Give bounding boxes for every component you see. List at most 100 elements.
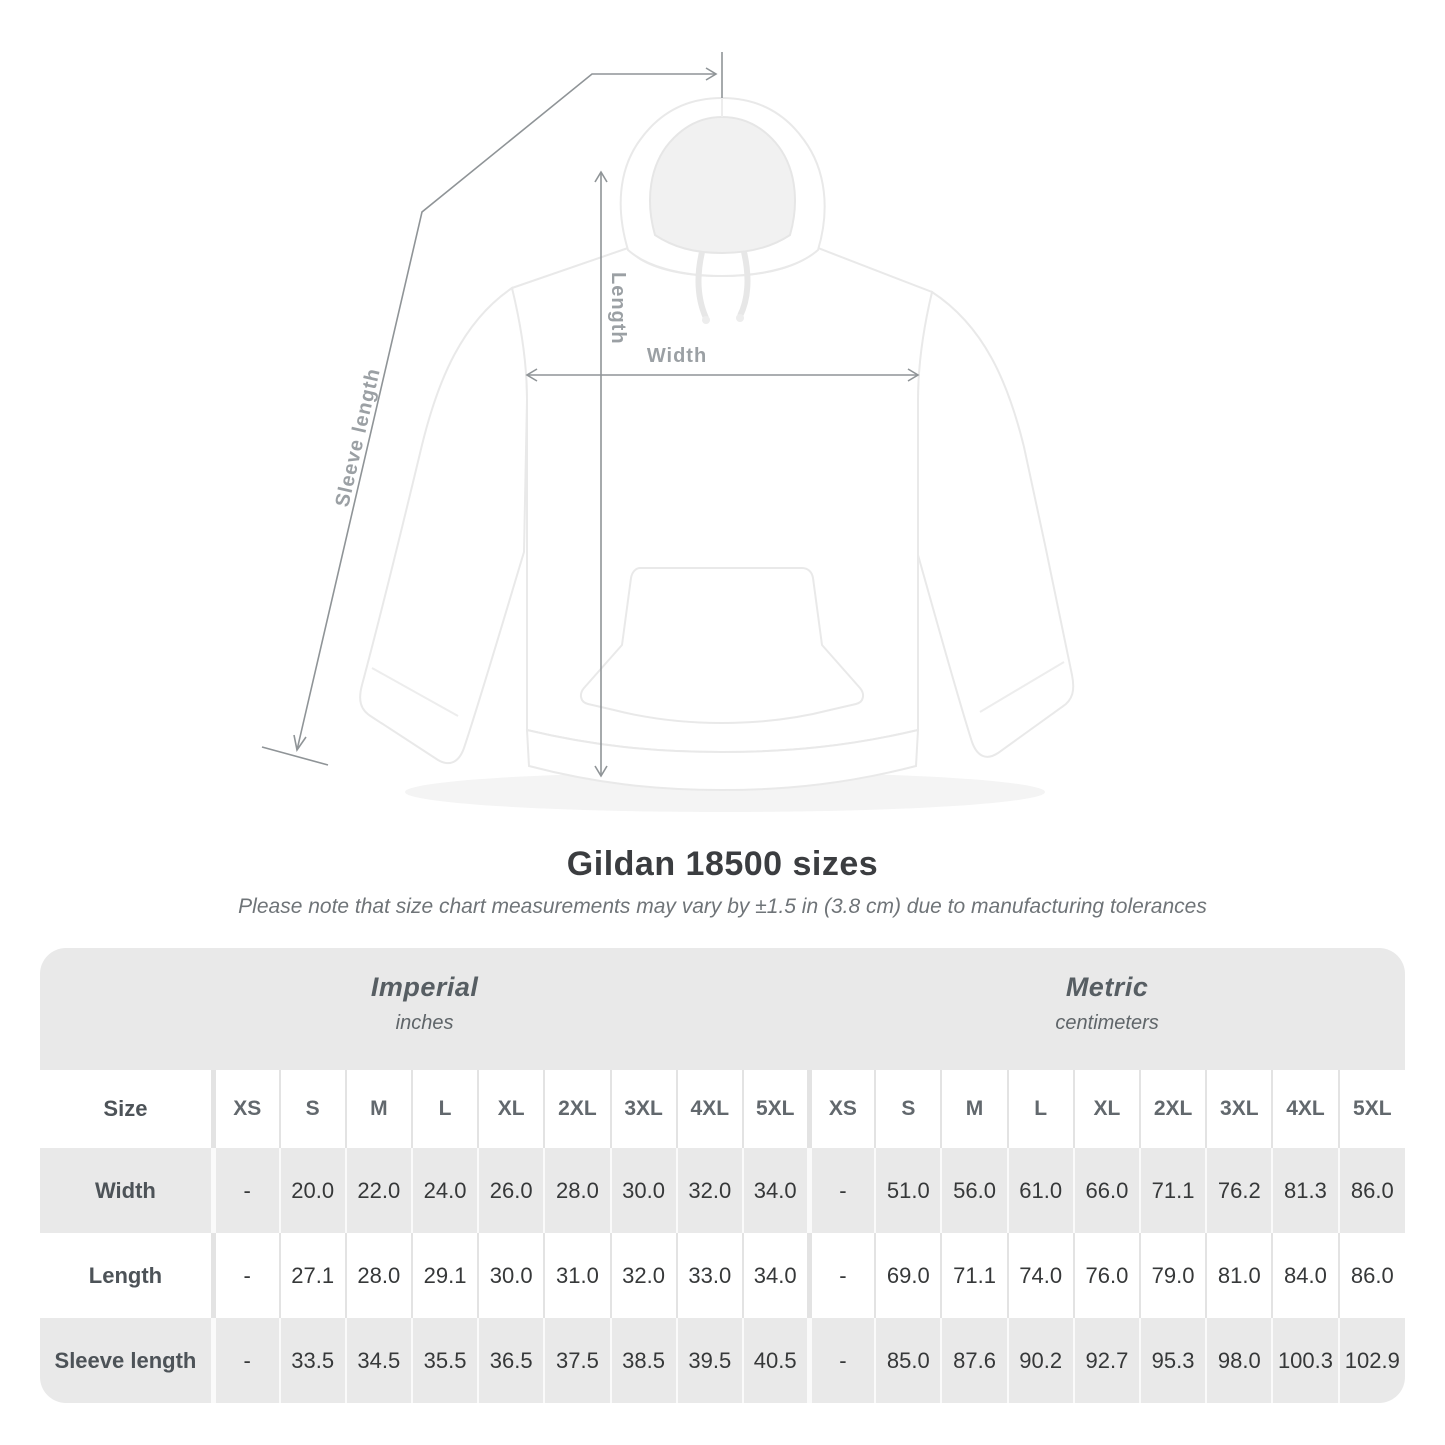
measurement-value-imperial: 32.0 — [609, 1233, 677, 1318]
measurement-value-metric: 84.0 — [1271, 1233, 1339, 1318]
measurement-value-imperial: 30.0 — [609, 1148, 677, 1233]
metric-header: Metric — [1065, 972, 1149, 1002]
size-header-metric-l: L — [1006, 1070, 1074, 1148]
page-title: Gildan 18500 sizes — [566, 845, 879, 883]
row-label: Sleeve length — [54, 1347, 197, 1373]
hoodie-illustration — [359, 96, 1075, 792]
measurement-value-metric: 87.6 — [940, 1318, 1008, 1403]
measurement-value-imperial: 20.0 — [278, 1148, 346, 1233]
measurement-value-metric: 86.0 — [1337, 1148, 1405, 1233]
imperial-header-cell: Imperial inches — [40, 948, 809, 1070]
measurement-value-metric: 71.1 — [940, 1233, 1008, 1318]
measurement-value-imperial: 33.5 — [278, 1318, 346, 1403]
measurement-value-imperial: 28.0 — [344, 1233, 412, 1318]
width-label: Width — [647, 345, 707, 367]
measurement-row-length: Length -27.1 28.0 29.1 30.0 31.0 32.0 33.0 34.0-… — [40, 1233, 1405, 1318]
measurement-value-metric: 85.0 — [874, 1318, 942, 1403]
measurement-value-imperial: 39.5 — [675, 1318, 743, 1403]
measurement-value-metric: 79.0 — [1138, 1233, 1207, 1318]
size-header-imperial-xs: XS — [210, 1070, 280, 1148]
measurement-value-imperial: 28.0 — [543, 1148, 611, 1233]
hoodie-drawstring-right — [737, 251, 751, 318]
measurement-value-imperial: 38.5 — [609, 1318, 677, 1403]
hoodie-drawstring-left — [695, 251, 709, 320]
hoodie-drawstring-aglet-left — [702, 316, 710, 324]
width-dimension: Width — [525, 345, 920, 382]
measurement-value-metric: 81.3 — [1271, 1148, 1339, 1233]
measurement-value-metric: 76.0 — [1072, 1233, 1140, 1318]
size-header-metric-2xl: 2XL — [1138, 1070, 1207, 1148]
measurement-value-imperial: 40.5 — [741, 1318, 810, 1403]
unit-header-band: Imperial inches Metric centimeters — [40, 948, 1405, 1070]
tolerance-note: Please note that size chart measurements… — [238, 895, 1207, 918]
size-header-imperial-xl: XL — [477, 1070, 545, 1148]
size-header-metric-s: S — [874, 1070, 942, 1148]
metric-header-cell: Metric centimeters — [809, 948, 1405, 1070]
measurement-value-metric: 92.7 — [1072, 1318, 1140, 1403]
measurement-row-sleeve-length: Sleeve length -33.5 34.5 35.5 36.5 37.5 38.5 39… — [40, 1318, 1405, 1403]
measurement-value-metric: 51.0 — [874, 1148, 942, 1233]
measurement-value-imperial: 31.0 — [543, 1233, 611, 1318]
measurement-value-imperial: 29.1 — [410, 1233, 479, 1318]
measurement-value-imperial: 36.5 — [477, 1318, 545, 1403]
measurement-value-imperial: 34.0 — [741, 1233, 810, 1318]
measurement-value-imperial: 27.1 — [278, 1233, 346, 1318]
size-header-imperial-4xl: 4XL — [675, 1070, 743, 1148]
hoodie-hood-opening — [649, 115, 796, 255]
hoodie-right-cuff-seam — [979, 661, 1065, 713]
measurement-value-metric: 56.0 — [940, 1148, 1008, 1233]
hoodie-left-cuff-seam — [371, 667, 459, 717]
size-header-metric-4xl: 4XL — [1271, 1070, 1339, 1148]
size-header-imperial-l: L — [410, 1070, 479, 1148]
hoodie-right-sleeve — [917, 290, 1075, 758]
measurement-value-metric: 100.3 — [1271, 1318, 1339, 1403]
size-header-imperial-m: M — [344, 1070, 412, 1148]
measurement-value-metric: 76.2 — [1205, 1148, 1273, 1233]
measurement-value-metric: 74.0 — [1006, 1233, 1074, 1318]
measurement-value-metric: - — [806, 1148, 876, 1233]
measurement-value-imperial: 34.0 — [741, 1148, 810, 1233]
size-chart-table: Imperial inches Metric centimeters Size X… — [40, 948, 1405, 1403]
hoodie-drawstring-aglet-right — [736, 314, 744, 322]
measurement-value-imperial: 34.5 — [344, 1318, 412, 1403]
measurement-value-metric: 90.2 — [1006, 1318, 1074, 1403]
measurement-value-imperial: - — [210, 1233, 280, 1318]
measurement-value-metric: 66.0 — [1072, 1148, 1140, 1233]
row-label: Length — [88, 1262, 163, 1288]
size-header-metric-xs: XS — [806, 1070, 876, 1148]
measurement-value-imperial: - — [210, 1148, 280, 1233]
imperial-header: Imperial — [370, 972, 479, 1002]
measurement-row-width: Width -20.0 22.0 24.0 26.0 28.0 30.0 32.0 34.0-5… — [40, 1148, 1405, 1233]
measurement-value-metric: - — [806, 1233, 876, 1318]
measurement-value-imperial: 24.0 — [410, 1148, 479, 1233]
metric-unit-label: centimeters — [1055, 1012, 1159, 1034]
size-header-metric-3xl: 3XL — [1205, 1070, 1273, 1148]
size-header-imperial-2xl: 2XL — [543, 1070, 611, 1148]
row-label: Width — [94, 1177, 156, 1203]
measurement-value-metric: 71.1 — [1138, 1148, 1207, 1233]
size-header-imperial-3xl: 3XL — [609, 1070, 677, 1148]
length-dimension: Length — [594, 170, 629, 778]
measurement-value-metric: - — [806, 1318, 876, 1403]
size-header-row: Size XS S M L XL 2XL 3XL 4XL 5XL XS S M L XL 2XL 3XL 4XL 5… — [40, 1070, 1405, 1148]
measurement-value-imperial: - — [210, 1318, 280, 1403]
measurement-value-imperial: 32.0 — [675, 1148, 743, 1233]
measurement-value-metric: 98.0 — [1205, 1318, 1273, 1403]
length-label: Length — [607, 272, 629, 345]
hoodie-pocket — [579, 567, 865, 725]
measurement-value-metric: 95.3 — [1138, 1318, 1207, 1403]
measurements-table: Size XS S M L XL 2XL 3XL 4XL 5XL XS S M L XL 2XL 3XL 4XL 5… — [40, 1070, 1405, 1403]
measurement-value-metric: 81.0 — [1205, 1233, 1273, 1318]
measurement-value-imperial: 30.0 — [477, 1233, 545, 1318]
measurement-value-metric: 61.0 — [1006, 1148, 1074, 1233]
measurement-value-metric: 102.9 — [1337, 1318, 1405, 1403]
size-column-header: Size — [103, 1096, 148, 1121]
hoodie-hem-band — [525, 728, 920, 792]
size-header-metric-5xl: 5XL — [1337, 1070, 1405, 1148]
measurement-value-imperial: 37.5 — [543, 1318, 611, 1403]
hoodie-left-sleeve — [359, 286, 529, 765]
measurement-value-imperial: 22.0 — [344, 1148, 412, 1233]
imperial-unit-label: inches — [395, 1012, 454, 1034]
measurement-value-metric: 86.0 — [1337, 1233, 1405, 1318]
